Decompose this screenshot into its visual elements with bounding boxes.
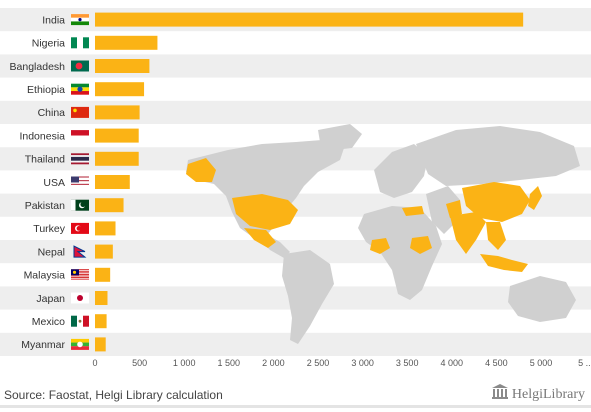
flag-icon — [71, 14, 89, 26]
bar — [95, 267, 111, 282]
row-stripe — [0, 332, 591, 356]
bar — [95, 291, 108, 305]
map-turkey — [402, 206, 424, 216]
map-usa — [232, 194, 298, 230]
category-label: Pakistan — [25, 200, 65, 212]
bottom-rule — [0, 405, 591, 408]
bar — [95, 59, 150, 73]
flag-icon — [71, 338, 89, 350]
map-pakistan — [446, 200, 462, 218]
map-north-america — [186, 140, 344, 238]
row-stripe — [0, 100, 591, 124]
x-tick-label: 0 — [92, 358, 97, 368]
flag-icon — [71, 176, 89, 188]
map-china — [462, 182, 530, 222]
category-label: Indonesia — [19, 130, 65, 142]
flag-icon — [71, 83, 89, 95]
map-europe — [374, 144, 428, 198]
flag-icon — [71, 292, 89, 304]
map-southeast-asia — [486, 222, 506, 250]
bar — [95, 128, 139, 143]
map-mexico — [244, 228, 276, 248]
category-labels: India Nigeria Bangladesh Ethiopia China Indon… — [10, 14, 66, 351]
flag-icon — [71, 130, 89, 142]
bar — [95, 337, 106, 352]
flag-icon — [71, 199, 89, 211]
map-japan — [528, 186, 542, 210]
x-tick-label: 2 000 — [262, 358, 285, 368]
map-australia — [508, 276, 576, 322]
flag-icon — [73, 245, 87, 258]
category-label: Japan — [36, 293, 65, 305]
map-nigeria — [370, 238, 390, 254]
x-tick-label: 4 500 — [485, 358, 508, 368]
category-label: Mexico — [32, 316, 65, 328]
x-tick-label: 4 000 — [441, 358, 464, 368]
world-map — [186, 124, 580, 344]
x-tick-label: 5 ... — [578, 358, 591, 368]
x-tick-label: 3 500 — [396, 358, 419, 368]
map-greenland — [318, 124, 362, 150]
brand-name: HelgiLibrary — [511, 386, 585, 402]
category-label: Nigeria — [32, 38, 65, 50]
flag-icon — [71, 315, 89, 327]
bar — [95, 198, 124, 213]
category-label: Bangladesh — [10, 61, 66, 73]
row-stripe — [0, 240, 591, 264]
country-flags — [71, 14, 89, 350]
bar — [95, 175, 130, 189]
map-india — [450, 212, 486, 254]
category-label: Ethiopia — [27, 84, 65, 96]
x-axis-ticks: 0 500 1 000 1 500 2 000 2 500 3 000 3 500 4 000 4… — [92, 358, 591, 368]
category-label: USA — [43, 177, 65, 189]
source-note: Source: Faostat, Helgi Library calculati… — [4, 388, 223, 402]
flag-icon — [71, 60, 89, 72]
flag-icon — [71, 37, 89, 49]
brand-logo: HelgiLibrary — [491, 384, 585, 405]
category-label: Malaysia — [24, 270, 66, 282]
map-south-america — [282, 250, 334, 344]
map-alaska — [186, 158, 216, 182]
category-label: Turkey — [33, 223, 65, 235]
bar — [95, 151, 139, 166]
x-tick-label: 2 500 — [307, 358, 330, 368]
library-icon — [491, 384, 509, 405]
category-label: China — [38, 107, 66, 119]
bars — [95, 12, 524, 352]
map-indonesia — [480, 254, 528, 272]
flag-icon — [71, 222, 89, 234]
bar — [95, 221, 116, 236]
category-label: Myanmar — [21, 339, 65, 351]
flag-icon — [71, 269, 89, 281]
category-label: India — [42, 14, 65, 26]
map-africa — [358, 206, 442, 300]
map-ethiopia — [410, 236, 432, 254]
bar — [95, 244, 113, 259]
bar — [95, 35, 158, 50]
bar — [95, 82, 145, 97]
bar-chart: India Nigeria Bangladesh Ethiopia China Indon… — [0, 8, 591, 368]
x-tick-label: 5 000 — [530, 358, 553, 368]
category-label: Thailand — [25, 154, 65, 166]
x-tick-label: 3 000 — [351, 358, 374, 368]
bar — [95, 314, 107, 329]
flag-icon — [71, 153, 89, 165]
map-north-asia — [416, 126, 580, 186]
category-label: Nepal — [38, 246, 65, 258]
bar — [95, 105, 140, 120]
flag-icon — [71, 106, 89, 118]
x-tick-label: 1 500 — [218, 358, 241, 368]
bar — [95, 12, 524, 27]
x-tick-label: 500 — [132, 358, 147, 368]
x-tick-label: 1 000 — [173, 358, 196, 368]
